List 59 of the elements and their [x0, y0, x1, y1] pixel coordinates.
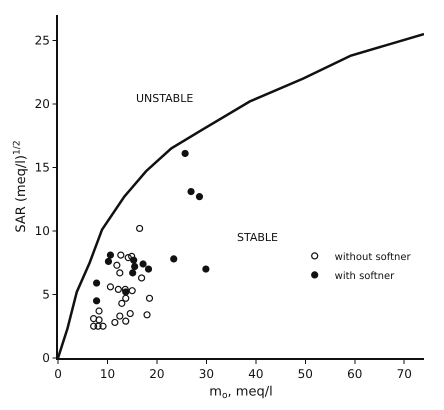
point — [92, 279, 100, 287]
point — [95, 316, 103, 324]
point — [95, 307, 103, 315]
point — [113, 262, 120, 269]
point — [114, 286, 122, 293]
point — [129, 269, 136, 276]
x-tick-label: 40 — [248, 367, 264, 382]
point — [90, 315, 98, 322]
x-tick-label: 70 — [396, 367, 412, 382]
point — [106, 252, 114, 259]
point — [106, 283, 114, 290]
point — [138, 274, 146, 282]
point — [196, 193, 204, 200]
point — [122, 294, 130, 302]
point — [124, 254, 132, 262]
point — [117, 252, 124, 259]
point — [122, 318, 130, 325]
annotation: STABLE — [237, 231, 278, 244]
point — [146, 294, 154, 302]
point — [144, 265, 152, 273]
y-tick-label: 20 — [34, 97, 50, 112]
legend-label: without softner — [334, 252, 412, 263]
y-tick-label: 25 — [34, 34, 50, 48]
point — [90, 322, 98, 330]
point — [126, 310, 134, 318]
y-tick-label: 0 — [42, 351, 50, 366]
point — [202, 265, 210, 273]
x-tick-label: 0 — [54, 367, 62, 382]
legend-label: with softner — [334, 270, 396, 282]
point — [92, 297, 100, 304]
point — [104, 258, 112, 266]
point — [170, 255, 178, 263]
point — [99, 322, 107, 330]
point — [131, 262, 138, 270]
y-tick-label: 10 — [34, 224, 50, 238]
point — [116, 269, 124, 276]
x-tick-label: 60 — [347, 367, 362, 382]
x-tick-label: 30 — [198, 367, 214, 382]
point — [130, 256, 138, 264]
point — [122, 286, 129, 293]
annotation: UNSTABLE — [136, 92, 194, 105]
point — [128, 287, 136, 294]
x-tick-label: 20 — [149, 367, 165, 382]
y-tick-label: 5 — [42, 288, 50, 302]
point — [187, 188, 195, 196]
x-tick-label: 50 — [298, 367, 313, 382]
point — [182, 150, 189, 158]
x-tick-label: 10 — [100, 367, 116, 382]
point — [136, 224, 144, 232]
point — [116, 312, 124, 320]
x-axis-title: m$_{o}$, meq/l — [209, 384, 273, 401]
point — [94, 322, 102, 330]
point — [139, 260, 147, 268]
point — [143, 311, 151, 318]
point — [111, 318, 118, 326]
point — [122, 288, 130, 296]
y-tick-label: 15 — [34, 160, 50, 175]
point — [128, 252, 136, 260]
point — [118, 300, 126, 307]
